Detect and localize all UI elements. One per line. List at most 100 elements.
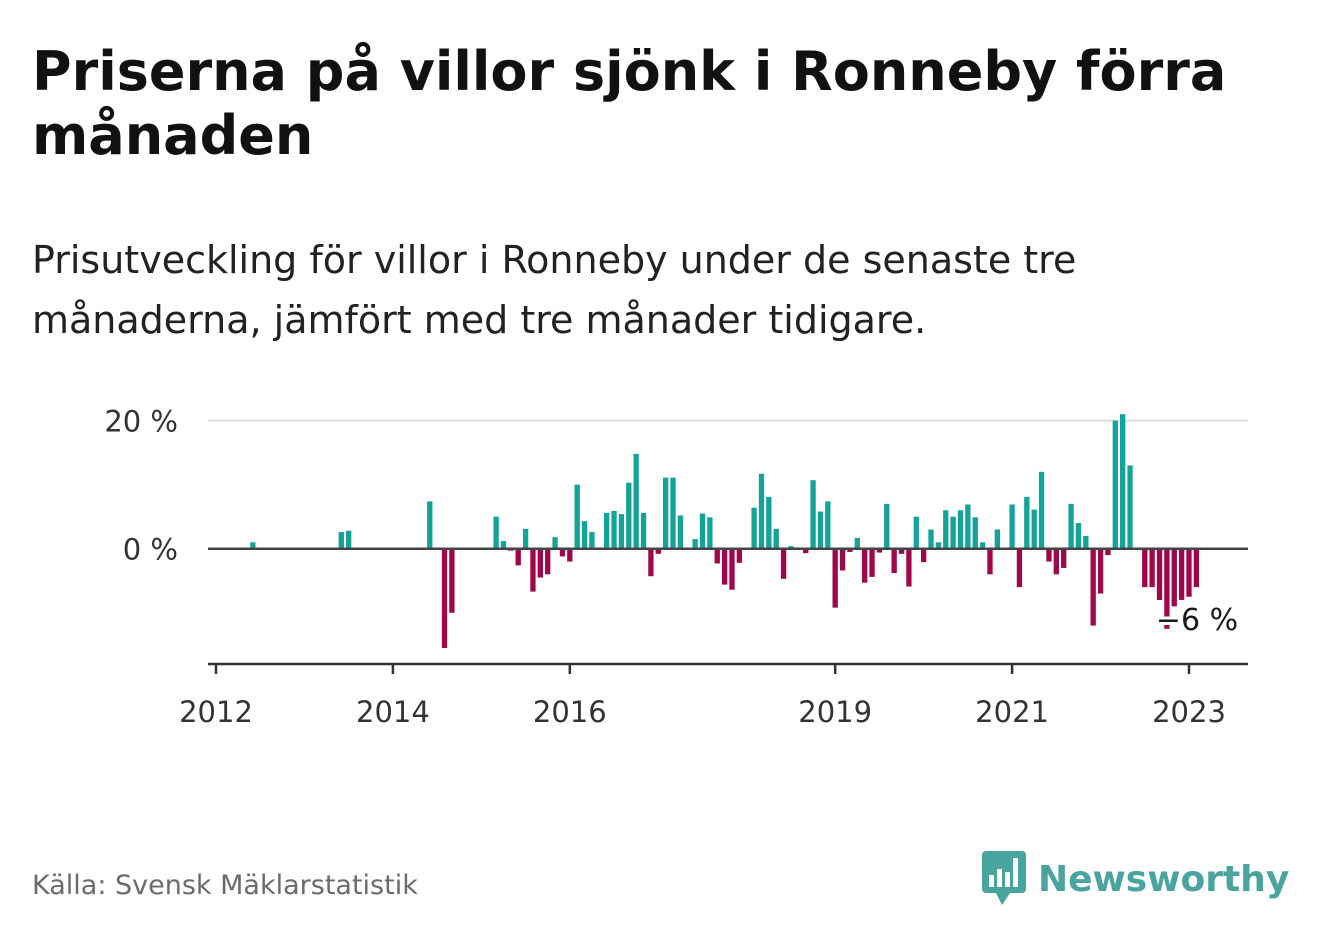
bar-negative — [1097, 548, 1104, 594]
bar-positive — [640, 512, 647, 549]
bar-positive — [1127, 465, 1133, 549]
bar-positive — [773, 528, 779, 549]
newsworthy-logo: Newsworthy — [980, 848, 1289, 910]
bar-negative — [847, 548, 853, 552]
bar-positive — [677, 515, 684, 549]
bar-chart: 0 % 20 % 2012 2014 2016 2019 2021 2023 −6 % — [104, 405, 1248, 729]
bar-negative — [1149, 548, 1155, 588]
newsworthy-bar-icon — [982, 851, 1026, 905]
bar-negative — [891, 548, 897, 574]
bar-positive — [1024, 496, 1030, 549]
bar-positive — [810, 480, 816, 549]
bar-negative — [736, 548, 743, 563]
bar-positive — [825, 501, 831, 549]
bar-positive — [928, 529, 934, 549]
bar-negative — [839, 548, 846, 571]
bar-positive — [633, 453, 639, 549]
bar-positive — [979, 542, 986, 549]
bar-negative — [537, 548, 543, 578]
bar-positive — [618, 514, 625, 549]
y-tick-label: 0 % — [123, 533, 178, 567]
x-tick-label: 2016 — [533, 695, 607, 729]
bar-positive — [1031, 509, 1037, 549]
bar-negative — [1142, 548, 1148, 588]
bar-positive — [766, 496, 772, 549]
y-tick-label: 20 % — [104, 405, 178, 439]
bar-negative — [920, 548, 927, 563]
bar-negative — [567, 548, 573, 562]
bar-positive — [935, 542, 942, 549]
bar-negative — [1090, 548, 1096, 626]
bar-positive — [670, 477, 676, 549]
bar-negative — [559, 548, 566, 557]
bar-positive — [552, 537, 558, 549]
bar-positive — [574, 484, 580, 549]
bar-negative — [1016, 548, 1023, 588]
bar-positive — [522, 528, 529, 549]
bar-positive — [611, 510, 617, 549]
bar-negative — [906, 548, 912, 587]
x-tick-label: 2023 — [1152, 695, 1226, 729]
bar-positive — [1009, 504, 1015, 549]
annotation-label: −6 % — [1156, 603, 1238, 638]
source-note: Källa: Svensk Mäklarstatistik — [32, 870, 418, 901]
bar-negative — [898, 548, 905, 554]
labels: 0 % 20 % 2012 2014 2016 2019 2021 2023 −6 % — [104, 405, 1241, 729]
bar-positive — [346, 530, 352, 549]
bar-negative — [714, 548, 720, 564]
bar-negative — [1046, 548, 1052, 562]
axes — [208, 547, 1248, 674]
x-tick-label: 2021 — [975, 695, 1049, 729]
bar-negative — [1164, 548, 1170, 629]
bar-negative — [1171, 548, 1177, 607]
brand-name: Newsworthy — [1038, 858, 1290, 900]
bar-positive — [972, 517, 978, 549]
bar-positive — [943, 510, 949, 549]
bar-negative — [441, 548, 448, 648]
bar-negative — [449, 548, 455, 613]
bar-positive — [500, 541, 507, 549]
bar-positive — [758, 473, 765, 549]
bar-negative — [1186, 548, 1192, 597]
bar-positive — [994, 529, 1001, 549]
bar-positive — [913, 516, 919, 549]
x-tick-label: 2012 — [179, 695, 253, 729]
bar-positive — [1083, 535, 1089, 549]
bar-positive — [604, 512, 610, 549]
bar-positive — [817, 511, 824, 549]
bar-positive — [884, 503, 890, 549]
bar-negative — [515, 548, 521, 566]
bar-positive — [493, 516, 499, 549]
bar-positive — [1038, 471, 1045, 549]
chart-subtitle: Prisutveckling för villor i Ronneby unde… — [32, 238, 1077, 342]
bar-positive — [1120, 414, 1126, 549]
bar-positive — [250, 542, 256, 549]
bar-negative — [1156, 548, 1163, 600]
bar-negative — [721, 548, 728, 585]
bar-positive — [707, 517, 713, 549]
bar-positive — [699, 513, 706, 549]
bar-positive — [957, 510, 964, 549]
bar-positive — [854, 537, 860, 549]
bar-positive — [950, 516, 956, 549]
bar-positive — [1068, 503, 1074, 549]
bar-negative — [729, 548, 735, 590]
bar-positive — [788, 546, 794, 549]
bar-negative — [1193, 548, 1200, 588]
bar-positive — [1075, 523, 1082, 549]
bar-positive — [589, 532, 595, 549]
bar-negative — [876, 548, 883, 553]
bar-negative — [655, 548, 661, 554]
chart-title: Priserna på villor sjönk i Ronneby förra… — [32, 40, 1227, 167]
bar-positive — [1112, 420, 1118, 549]
bar-negative — [1178, 548, 1185, 600]
x-tick-label: 2019 — [798, 695, 872, 729]
bar-positive — [338, 532, 344, 549]
bar-negative — [648, 548, 654, 577]
bar-positive — [581, 521, 588, 549]
bar-negative — [780, 548, 787, 579]
bar-negative — [987, 548, 993, 575]
bar-negative — [869, 548, 875, 577]
bar-positive — [965, 504, 971, 549]
bar-negative — [803, 548, 809, 554]
